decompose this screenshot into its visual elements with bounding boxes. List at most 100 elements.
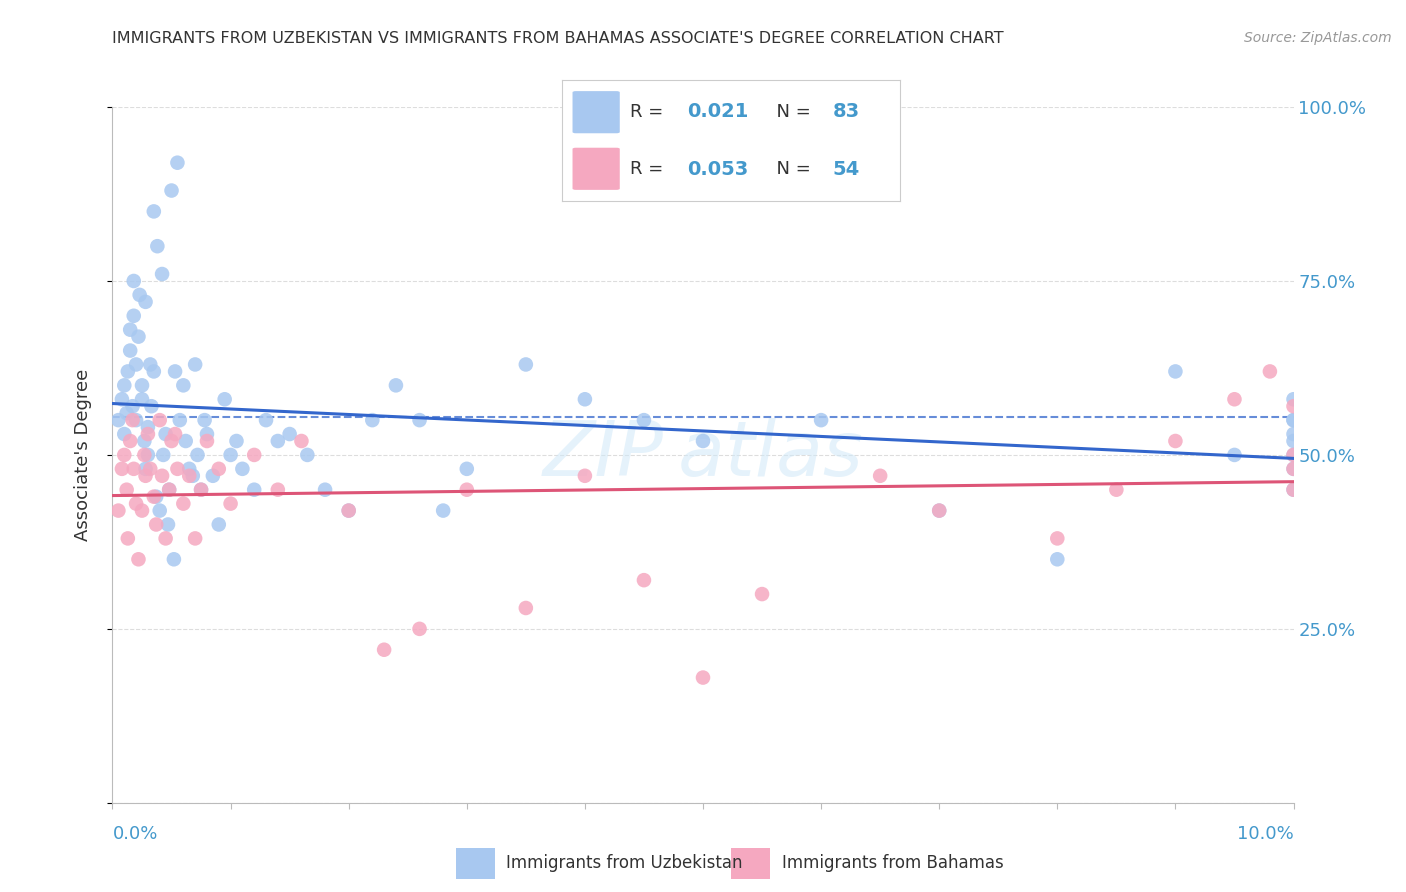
Point — [125, 358, 148, 372]
Point — [515, 601, 537, 615]
Point — [128, 288, 150, 302]
Bar — [731, 847, 770, 880]
Point — [201, 468, 224, 483]
Point — [136, 448, 159, 462]
Point — [928, 503, 950, 517]
Point — [150, 468, 173, 483]
Point — [136, 420, 159, 434]
Point — [149, 503, 172, 517]
Point — [115, 406, 138, 420]
Point — [243, 483, 266, 497]
Point — [243, 448, 266, 462]
Point — [142, 490, 165, 504]
FancyBboxPatch shape — [572, 91, 620, 133]
Point — [120, 343, 142, 358]
Point — [165, 364, 187, 378]
Point — [751, 587, 773, 601]
Point — [122, 462, 145, 476]
Point — [112, 448, 135, 462]
Point — [139, 462, 162, 476]
Point — [208, 462, 231, 476]
Point — [1223, 448, 1246, 462]
Point — [155, 532, 177, 546]
Text: 83: 83 — [832, 102, 859, 121]
Point — [1282, 483, 1305, 497]
Text: Immigrants from Uzbekistan: Immigrants from Uzbekistan — [506, 855, 742, 872]
Point — [125, 497, 148, 511]
Point — [1282, 462, 1305, 476]
Point — [141, 399, 163, 413]
Point — [136, 427, 159, 442]
Y-axis label: Associate's Degree: Associate's Degree — [73, 368, 91, 541]
Point — [142, 204, 165, 219]
Point — [190, 483, 212, 497]
Point — [1046, 552, 1069, 566]
Point — [134, 448, 156, 462]
Point — [408, 413, 430, 427]
Point — [122, 309, 145, 323]
Point — [160, 184, 183, 198]
Point — [267, 434, 290, 448]
Point — [111, 462, 134, 476]
Point — [107, 413, 129, 427]
Point — [184, 358, 207, 372]
Point — [142, 364, 165, 378]
Point — [869, 468, 891, 483]
Bar — [456, 847, 495, 880]
Point — [121, 399, 143, 413]
Point — [139, 358, 162, 372]
Point — [1223, 392, 1246, 407]
Point — [337, 503, 360, 517]
Point — [515, 358, 537, 372]
Point — [157, 483, 180, 497]
Point — [163, 552, 186, 566]
Point — [297, 448, 319, 462]
Point — [107, 503, 129, 517]
Point — [208, 517, 231, 532]
Point — [127, 329, 149, 343]
Point — [160, 434, 183, 448]
Point — [117, 532, 139, 546]
Point — [574, 468, 596, 483]
Text: N =: N = — [765, 103, 817, 120]
Point — [131, 378, 153, 392]
Text: IMMIGRANTS FROM UZBEKISTAN VS IMMIGRANTS FROM BAHAMAS ASSOCIATE'S DEGREE CORRELA: IMMIGRANTS FROM UZBEKISTAN VS IMMIGRANTS… — [112, 31, 1004, 46]
Point — [125, 413, 148, 427]
Point — [135, 294, 157, 309]
Point — [219, 448, 242, 462]
Point — [190, 483, 212, 497]
Point — [120, 323, 142, 337]
Point — [337, 503, 360, 517]
Point — [135, 462, 157, 476]
Text: 0.053: 0.053 — [688, 160, 748, 179]
Point — [692, 671, 714, 685]
Point — [135, 468, 157, 483]
Point — [179, 462, 201, 476]
Point — [169, 413, 191, 427]
Text: Immigrants from Bahamas: Immigrants from Bahamas — [782, 855, 1004, 872]
Point — [194, 413, 217, 427]
Point — [121, 413, 143, 427]
Point — [122, 274, 145, 288]
Point — [120, 434, 142, 448]
Point — [157, 483, 180, 497]
Point — [112, 427, 135, 442]
Point — [373, 642, 395, 657]
Point — [290, 434, 312, 448]
Point — [574, 392, 596, 407]
Point — [692, 434, 714, 448]
Point — [225, 434, 247, 448]
Point — [1282, 462, 1305, 476]
Point — [456, 462, 478, 476]
Point — [1282, 427, 1305, 442]
Text: 0.0%: 0.0% — [112, 825, 157, 843]
Point — [131, 392, 153, 407]
Point — [1282, 434, 1305, 448]
Point — [1105, 483, 1128, 497]
Point — [165, 427, 187, 442]
Point — [172, 497, 194, 511]
Point — [1164, 434, 1187, 448]
Point — [166, 462, 188, 476]
Point — [278, 427, 301, 442]
Point — [314, 483, 336, 497]
